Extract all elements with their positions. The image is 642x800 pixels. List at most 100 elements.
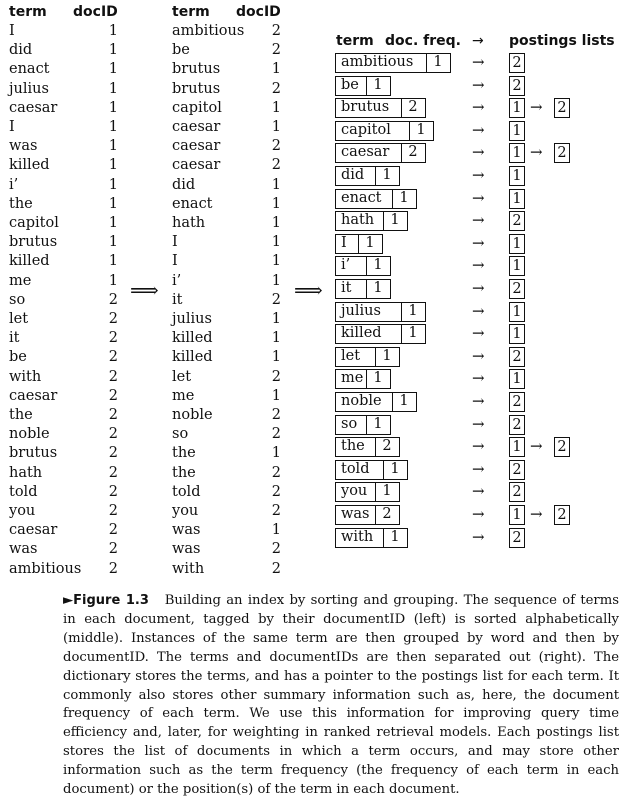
dictionary-separator xyxy=(375,482,376,503)
term-cell: i’ xyxy=(9,176,19,193)
dictionary-separator xyxy=(392,188,393,209)
term-cell: capitol xyxy=(9,215,59,231)
dictionary-entry: i’ 1 xyxy=(335,256,391,277)
term-cell: the xyxy=(9,407,33,423)
dictionary-entry-box xyxy=(335,505,400,525)
dictionary-separator xyxy=(383,527,384,548)
posting-box: 1 xyxy=(509,98,525,119)
pointer-arrow: → xyxy=(472,279,485,297)
docid-cell: 2 xyxy=(271,464,281,481)
posting-box: 2 xyxy=(509,279,525,299)
pointer-arrow: → xyxy=(472,166,485,184)
docid-cell: 1 xyxy=(271,349,281,366)
docid-cell: 1 xyxy=(108,176,118,193)
term-cell: so xyxy=(172,426,189,443)
dictionary-term: was xyxy=(341,506,370,522)
docid-cell: 1 xyxy=(271,253,281,270)
dictionary-term: did xyxy=(341,167,365,183)
term-cell: I xyxy=(172,234,178,251)
dictionary-separator xyxy=(366,75,367,96)
docid-cell: 1 xyxy=(271,215,281,231)
pointer-arrow: → xyxy=(472,324,485,343)
posting-box: 2 xyxy=(509,414,525,435)
dictionary-entry-box xyxy=(335,120,434,141)
term-cell: told xyxy=(9,483,38,500)
docid-cell: 2 xyxy=(271,42,281,59)
term-cell: be xyxy=(172,42,190,59)
docid-cell: 2 xyxy=(108,407,118,423)
docid-cell: 1 xyxy=(108,119,118,135)
document-frequency: 1 xyxy=(416,121,426,138)
figure-caption: ►Figure 1.3 Building an index by sorting… xyxy=(63,592,619,800)
term-cell: the xyxy=(9,195,33,212)
docid-cell: 2 xyxy=(108,522,118,539)
dictionary-entry: be 1 xyxy=(335,75,391,96)
term-cell: with xyxy=(172,560,205,577)
pointer-arrow: → xyxy=(472,53,485,71)
dictionary-entry: told 1 xyxy=(335,459,408,480)
dictionary-separator xyxy=(375,505,376,525)
dictionary-entry: noble 1 xyxy=(335,392,417,412)
dictionary-term: be xyxy=(341,76,359,93)
term-cell: caesar xyxy=(9,99,58,116)
term-cell: told xyxy=(172,483,201,500)
dictionary-separator xyxy=(366,256,367,277)
document-frequency: 1 xyxy=(373,370,383,387)
docid-cell: 1 xyxy=(271,522,281,539)
middle-docid-header: docID xyxy=(236,4,281,20)
term-cell: let xyxy=(172,368,192,385)
dictionary-entry: did 1 xyxy=(335,166,400,186)
docid-cell: 1 xyxy=(271,330,281,347)
dictionary-separator xyxy=(375,166,376,186)
term-cell: caesar xyxy=(9,522,58,539)
dictionary-entry-box xyxy=(335,482,400,503)
term-cell: it xyxy=(9,330,20,347)
dictionary-entry-box xyxy=(335,392,417,412)
docid-cell: 1 xyxy=(108,99,118,116)
dictionary-entry-box xyxy=(335,369,391,390)
dictionary-separator xyxy=(358,233,359,254)
dictionary-separator xyxy=(401,143,402,164)
docid-cell: 1 xyxy=(108,215,118,231)
docid-cell: 2 xyxy=(108,560,118,577)
document-frequency: 1 xyxy=(408,325,418,342)
dictionary-entry-box xyxy=(335,279,391,299)
term-cell: with xyxy=(9,368,42,385)
docid-cell: 2 xyxy=(108,445,118,462)
term-cell: i’ xyxy=(172,272,182,289)
dictionary-separator xyxy=(401,301,402,322)
dictionary-entry-box xyxy=(335,53,451,73)
docid-cell: 2 xyxy=(108,368,118,385)
dictionary-separator xyxy=(375,346,376,367)
document-frequency: 1 xyxy=(373,257,383,274)
term-cell: brutus xyxy=(9,445,58,462)
term-cell: I xyxy=(172,253,178,270)
docid-cell: 1 xyxy=(271,61,281,78)
dictionary-separator xyxy=(383,211,384,232)
document-frequency: 1 xyxy=(382,167,392,183)
docid-cell: 1 xyxy=(108,157,118,174)
pointer-arrow: → xyxy=(472,98,485,117)
dictionary-term: me xyxy=(341,370,364,387)
pointer-arrow: → xyxy=(472,143,485,162)
posting-box: 1 xyxy=(509,301,525,322)
dictionary-entry-box xyxy=(335,527,408,548)
term-cell: noble xyxy=(9,426,50,443)
docid-cell: 1 xyxy=(271,195,281,212)
posting-box: 2 xyxy=(554,143,570,164)
docid-cell: 1 xyxy=(271,119,281,135)
docid-cell: 2 xyxy=(108,426,118,443)
dictionary-term: ambitious xyxy=(341,54,414,70)
pointer-arrow: → xyxy=(472,482,485,501)
pointer-arrow: → xyxy=(472,369,485,388)
posting-box: 2 xyxy=(509,482,525,503)
document-frequency: 1 xyxy=(390,460,400,477)
term-cell: brutus xyxy=(172,61,221,78)
term-cell: hath xyxy=(9,464,43,481)
term-cell: was xyxy=(172,522,201,539)
dictionary-entry-box xyxy=(335,143,426,164)
posting-box: 1 xyxy=(509,166,525,186)
term-cell: brutus xyxy=(9,234,58,251)
dictionary-entry: julius 1 xyxy=(335,301,426,322)
posting-box: 1 xyxy=(509,369,525,390)
